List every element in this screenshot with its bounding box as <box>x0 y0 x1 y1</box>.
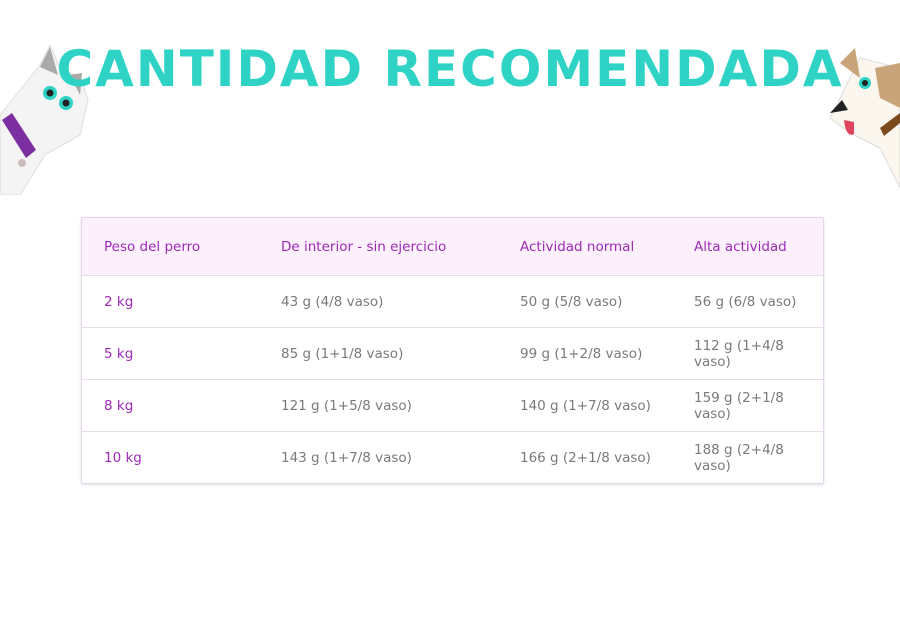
weight-cell: 8 kg <box>104 397 134 414</box>
high-cell: 159 g (2+1/8 vaso) <box>694 389 784 422</box>
indoor-cell: 121 g (1+5/8 vaso) <box>281 397 412 414</box>
table-row: 10 kg 143 g (1+7/8 vaso) 166 g (2+1/8 va… <box>82 431 823 483</box>
cat-illustration <box>0 45 89 195</box>
high-cell: 56 g (6/8 vaso) <box>694 293 797 310</box>
table-row: 8 kg 121 g (1+5/8 vaso) 140 g (1+7/8 vas… <box>82 379 823 431</box>
header-weight: Peso del perro <box>104 238 201 255</box>
table-row: 2 kg 43 g (4/8 vaso) 50 g (5/8 vaso) 56 … <box>82 275 823 327</box>
high-cell: 188 g (2+4/8 vaso) <box>694 441 784 474</box>
header-high: Alta actividad <box>694 238 787 255</box>
weight-cell: 2 kg <box>104 293 134 310</box>
normal-cell: 50 g (5/8 vaso) <box>520 293 623 310</box>
normal-cell: 140 g (1+7/8 vaso) <box>520 397 651 414</box>
header-normal: Actividad normal <box>520 238 635 255</box>
indoor-cell: 143 g (1+7/8 vaso) <box>281 449 412 466</box>
table-row: 5 kg 85 g (1+1/8 vaso) 99 g (1+2/8 vaso)… <box>82 327 823 379</box>
dog-illustration <box>829 48 900 188</box>
page-title: CANTIDAD RECOMENDADA <box>56 40 844 98</box>
high-cell: 112 g (1+4/8 vaso) <box>694 337 784 370</box>
table-header-row: Peso del perro De interior - sin ejercic… <box>82 218 823 275</box>
indoor-cell: 43 g (4/8 vaso) <box>281 293 384 310</box>
normal-cell: 166 g (2+1/8 vaso) <box>520 449 651 466</box>
indoor-cell: 85 g (1+1/8 vaso) <box>281 345 404 362</box>
weight-cell: 5 kg <box>104 345 134 362</box>
weight-cell: 10 kg <box>104 449 142 466</box>
feeding-table: Peso del perro De interior - sin ejercic… <box>81 217 824 484</box>
header-indoor: De interior - sin ejercicio <box>281 238 447 255</box>
normal-cell: 99 g (1+2/8 vaso) <box>520 345 643 362</box>
